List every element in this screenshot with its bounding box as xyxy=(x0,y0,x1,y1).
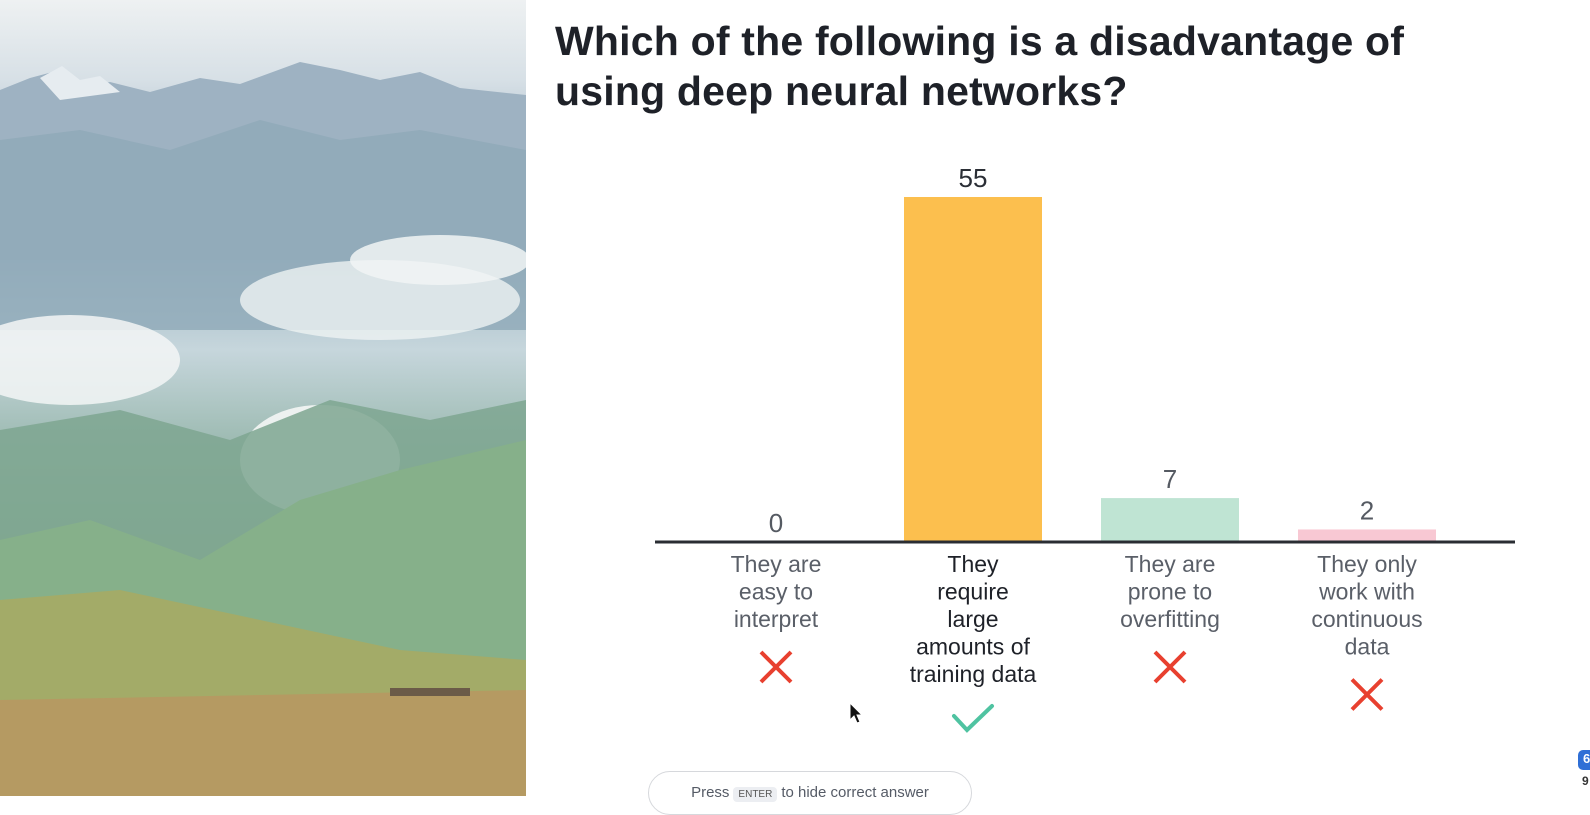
incorrect-cross-icon-3 xyxy=(1350,678,1384,711)
category-label-3: They only work with continuous data xyxy=(1311,551,1422,660)
participant-count-sub: 9 xyxy=(1582,774,1589,788)
category-label-0: They are easy to interpret xyxy=(731,551,822,632)
incorrect-cross-icon-0 xyxy=(759,650,793,684)
bar-value-label-1: 55 xyxy=(959,163,988,193)
bar-value-label-3: 2 xyxy=(1360,495,1374,525)
question-title: Which of the following is a disadvantage… xyxy=(555,18,1405,114)
bar-3 xyxy=(1298,529,1436,542)
landscape-illustration xyxy=(0,62,526,796)
category-label-2: They are prone to overfitting xyxy=(1120,551,1220,632)
background-landscape-image xyxy=(0,0,526,796)
mouse-cursor-icon xyxy=(849,702,864,724)
hint-suffix: to hide correct answer xyxy=(781,784,929,801)
bar-value-label-0: 0 xyxy=(769,508,783,538)
results-bar-chart: 0 They are easy to interpret 55 They require la… xyxy=(655,163,1515,733)
enter-key-chip: ENTER xyxy=(733,787,778,802)
incorrect-cross-icon-2 xyxy=(1153,650,1187,684)
participant-count-badge: 6 xyxy=(1578,750,1590,770)
category-label-1: They require large amounts of training data xyxy=(910,551,1037,687)
correct-check-icon-1 xyxy=(952,704,994,733)
bar-value-label-2: 7 xyxy=(1163,464,1177,494)
bar-1 xyxy=(904,197,1042,542)
bar-2 xyxy=(1101,498,1239,542)
hide-answer-hint[interactable]: Press ENTER to hide correct answer xyxy=(648,771,972,815)
hint-prefix: Press xyxy=(691,784,730,801)
